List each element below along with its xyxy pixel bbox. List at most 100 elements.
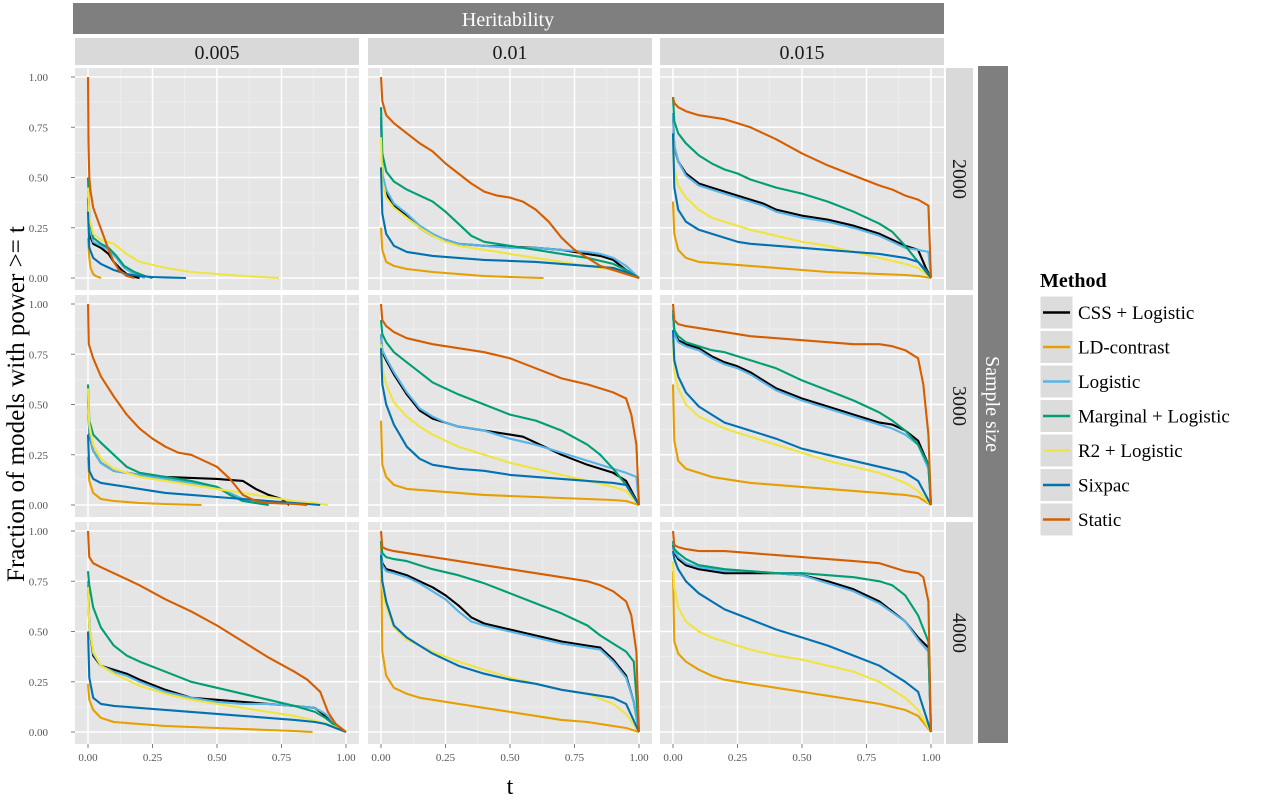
y-tick-label: 0.00 (29, 273, 49, 285)
series-line-static (379, 76, 640, 280)
legend-items: CSS + Logistic LD-contrast Logistic Margina… (1039, 295, 1230, 537)
series-line-sixpac (671, 133, 932, 279)
legend-item: Sixpac (1039, 468, 1130, 502)
row-strip-label: 3000 (948, 386, 970, 426)
legend-label: LD-contrast (1078, 338, 1171, 359)
facet-col-title-strip (73, 3, 944, 34)
y-axis-title: Fraction of models with power >= t (3, 226, 30, 582)
series-line-r2-logistic (86, 388, 329, 507)
series-line-r2-logistic (671, 340, 932, 506)
x-tick-label: 0.50 (500, 752, 520, 764)
col-strip-1 (368, 38, 652, 65)
series-line-static (671, 303, 933, 506)
col-strip-label: 0.005 (195, 42, 240, 64)
series-line-logistic (671, 113, 933, 279)
series-line-static (379, 530, 641, 733)
legend-label: Sixpac (1078, 476, 1130, 497)
series-line-marginal-logistic (671, 97, 932, 279)
legend: Method CSS + Logistic LD-contrast Logistic… (1039, 270, 1230, 537)
panel-3000-0.015 (660, 295, 944, 517)
series-line-static (86, 303, 308, 507)
y-tick-label: 0.75 (29, 576, 49, 588)
series-line-r2-logistic (86, 187, 279, 280)
panel-2000-0.015 (660, 68, 944, 290)
series-line-ld-contrast (86, 456, 202, 507)
row-strip-label: 4000 (948, 613, 970, 653)
facet-row-title-strip (978, 66, 1008, 743)
series-line-css-logistic (379, 550, 641, 733)
x-tick-label: 0.25 (436, 752, 456, 764)
series-line-static (671, 96, 933, 279)
series-line-ld-contrast (86, 237, 102, 279)
series-line-marginal-logistic (671, 540, 933, 733)
x-tick-label: 0.75 (565, 752, 585, 764)
y-tick-label: 0.50 (29, 173, 49, 185)
series-line-static (671, 530, 933, 733)
series-line-r2-logistic (86, 587, 347, 733)
series-line-r2-logistic (379, 344, 640, 506)
row-strip-label: 2000 (948, 159, 970, 199)
series-line-logistic (379, 117, 640, 279)
y-tick-label: 0.00 (29, 727, 49, 739)
series-line-marginal-logistic (86, 384, 269, 507)
series-line-sixpac (671, 330, 932, 506)
x-tick-label: 1.00 (336, 752, 356, 764)
row-strip-2 (946, 522, 973, 744)
series-line-marginal-logistic (379, 320, 640, 506)
series-line-r2-logistic (671, 561, 932, 733)
series-line-sixpac (379, 348, 640, 506)
series-line-ld-contrast (379, 420, 640, 507)
legend-label: Marginal + Logistic (1078, 407, 1230, 428)
y-tick-label: 1.00 (29, 526, 49, 538)
series-line-sixpac (671, 550, 932, 733)
legend-item: LD-contrast (1039, 330, 1171, 364)
series-line-marginal-logistic (379, 107, 640, 279)
col-strip-label: 0.015 (780, 42, 825, 64)
panels-layer: 0.005 0.01 0.015 2000 3000 4000 0.00 0.25 0.50 0.… (29, 38, 973, 764)
series-line-ld-contrast (86, 683, 313, 734)
panel-4000-0.015 (660, 522, 944, 744)
legend-label: CSS + Logistic (1078, 303, 1194, 324)
series-line-marginal-logistic (379, 540, 641, 733)
legend-label: R2 + Logistic (1078, 441, 1183, 462)
facet-row-title: Sample size (981, 356, 1003, 452)
x-tick-label: 0.00 (663, 752, 683, 764)
y-tick-label: 0.50 (29, 400, 49, 412)
panel-2000-0.005 (75, 68, 359, 290)
x-tick-label: 0.25 (728, 752, 748, 764)
series-line-logistic (379, 551, 641, 733)
series-line-ld-contrast (671, 201, 932, 280)
series-line-marginal-logistic (86, 571, 347, 733)
y-tick-label: 0.50 (29, 627, 49, 639)
series-line-sixpac (86, 434, 321, 507)
y-tick-label: 1.00 (29, 299, 49, 311)
legend-item: Logistic (1039, 364, 1140, 399)
legend-label: Static (1078, 510, 1121, 531)
series-line-r2-logistic (671, 133, 932, 279)
x-tick-label: 0.00 (78, 752, 98, 764)
series-line-static (86, 76, 135, 280)
series-line-static (379, 303, 641, 506)
x-tick-label: 0.25 (143, 752, 163, 764)
x-tick-label: 0.50 (207, 752, 227, 764)
series-line-logistic (671, 314, 933, 506)
legend-item: CSS + Logistic (1039, 295, 1194, 330)
series-line-ld-contrast (671, 384, 932, 506)
row-strip-0 (946, 68, 973, 290)
series-line-sixpac (86, 631, 347, 733)
y-tick-label: 0.25 (29, 450, 49, 462)
x-tick-label: 0.50 (792, 752, 812, 764)
series-line-r2-logistic (379, 561, 640, 733)
panel-2000-0.01 (368, 68, 652, 290)
series-line-ld-contrast (379, 227, 544, 280)
x-tick-label: 0.75 (272, 752, 292, 764)
panel-4000-0.01 (368, 522, 652, 744)
col-strip-2 (660, 38, 944, 65)
x-tick-label: 1.00 (921, 752, 941, 764)
x-tick-label: 1.00 (629, 752, 649, 764)
legend-item: R2 + Logistic (1039, 433, 1183, 468)
y-tick-label: 0.25 (29, 223, 49, 235)
series-line-static (86, 530, 347, 733)
facet-col-title: Heritability (462, 9, 554, 31)
